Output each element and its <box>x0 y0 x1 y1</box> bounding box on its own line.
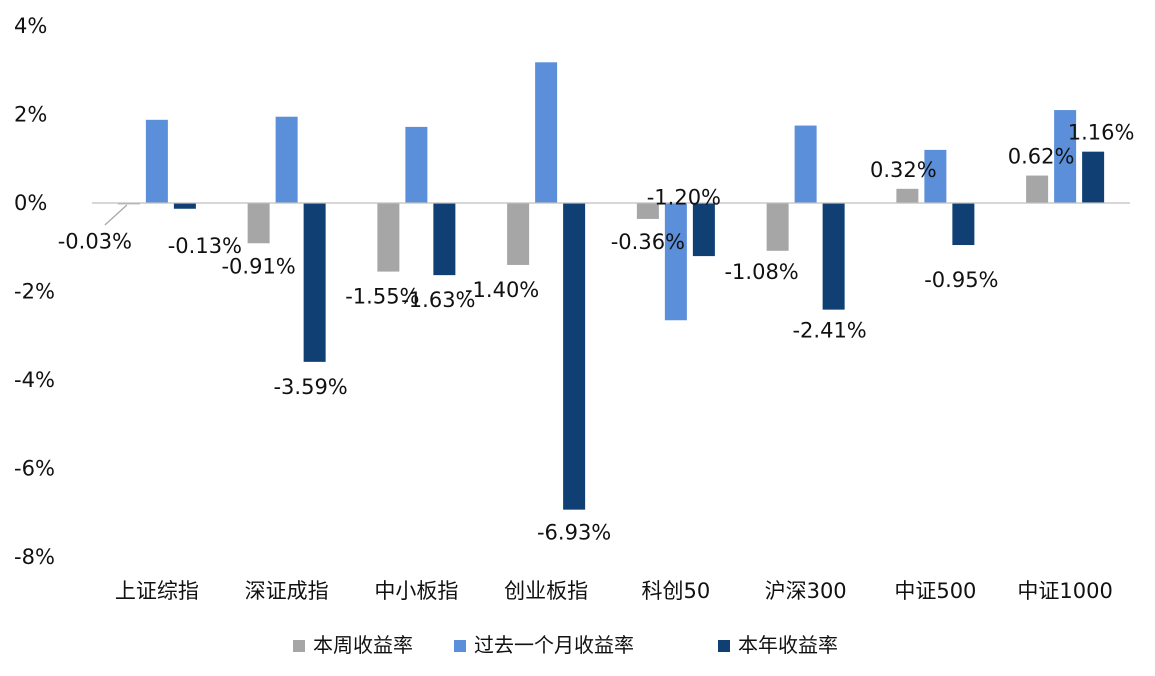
category-label: 上证综指 <box>115 579 199 603</box>
data-label: -1.63% <box>401 288 475 312</box>
y-tick-label: -8% <box>14 545 55 569</box>
bar <box>924 149 947 203</box>
legend-swatch <box>293 640 305 652</box>
data-label: 0.62% <box>1008 145 1075 169</box>
data-label: -2.41% <box>792 319 866 343</box>
category-label: 中证1000 <box>1017 579 1112 603</box>
category-label: 中小板指 <box>374 579 458 603</box>
data-label: 1.16% <box>1068 121 1135 145</box>
bar <box>145 119 168 203</box>
bar <box>822 203 845 310</box>
data-label: -0.91% <box>221 254 295 278</box>
data-label: -1.55% <box>345 285 419 309</box>
y-tick-label: -6% <box>14 457 55 481</box>
bar <box>692 203 715 257</box>
bar <box>1082 151 1105 203</box>
bar <box>1026 175 1049 203</box>
data-label: -0.13% <box>168 234 242 258</box>
data-label: -1.40% <box>465 278 539 302</box>
bar <box>173 203 196 209</box>
bar <box>664 203 687 321</box>
data-label: -0.95% <box>924 268 998 292</box>
category-label: 沪深300 <box>765 579 847 603</box>
bar <box>303 203 326 362</box>
category-label: 深证成指 <box>245 579 329 603</box>
y-tick-label: 0% <box>14 191 47 215</box>
data-label: -6.93% <box>537 521 611 545</box>
legend-label: 过去一个月收益率 <box>474 633 634 657</box>
bar <box>247 203 270 244</box>
bar <box>117 203 140 205</box>
legend-swatch <box>718 640 730 652</box>
bar <box>433 203 456 276</box>
category-label: 创业板指 <box>504 579 588 603</box>
data-label: -0.03% <box>58 229 132 253</box>
data-label: -3.59% <box>273 375 347 399</box>
bar <box>766 203 789 251</box>
data-label: -1.20% <box>647 185 721 209</box>
y-tick-label: -2% <box>14 280 55 304</box>
bar <box>636 203 659 219</box>
y-tick-label: -4% <box>14 368 55 392</box>
bar <box>377 203 400 272</box>
bar <box>1054 110 1077 203</box>
bar <box>535 62 558 203</box>
y-tick-label: 2% <box>14 103 47 127</box>
bar <box>405 126 428 203</box>
data-label: -0.36% <box>611 230 685 254</box>
bar <box>794 125 817 203</box>
legend-label: 本周收益率 <box>313 633 413 657</box>
category-label: 中证500 <box>894 579 976 603</box>
bar <box>507 203 530 265</box>
bar <box>896 188 919 203</box>
label-leader-line <box>104 204 128 226</box>
data-label: -1.08% <box>724 260 798 284</box>
bar <box>275 116 298 203</box>
bar <box>563 203 586 510</box>
category-label: 科创50 <box>642 579 711 603</box>
legend-label: 本年收益率 <box>738 633 838 657</box>
y-tick-label: 4% <box>14 14 47 38</box>
bar <box>952 203 975 246</box>
legend-swatch <box>454 640 466 652</box>
data-label: 0.32% <box>870 158 937 182</box>
